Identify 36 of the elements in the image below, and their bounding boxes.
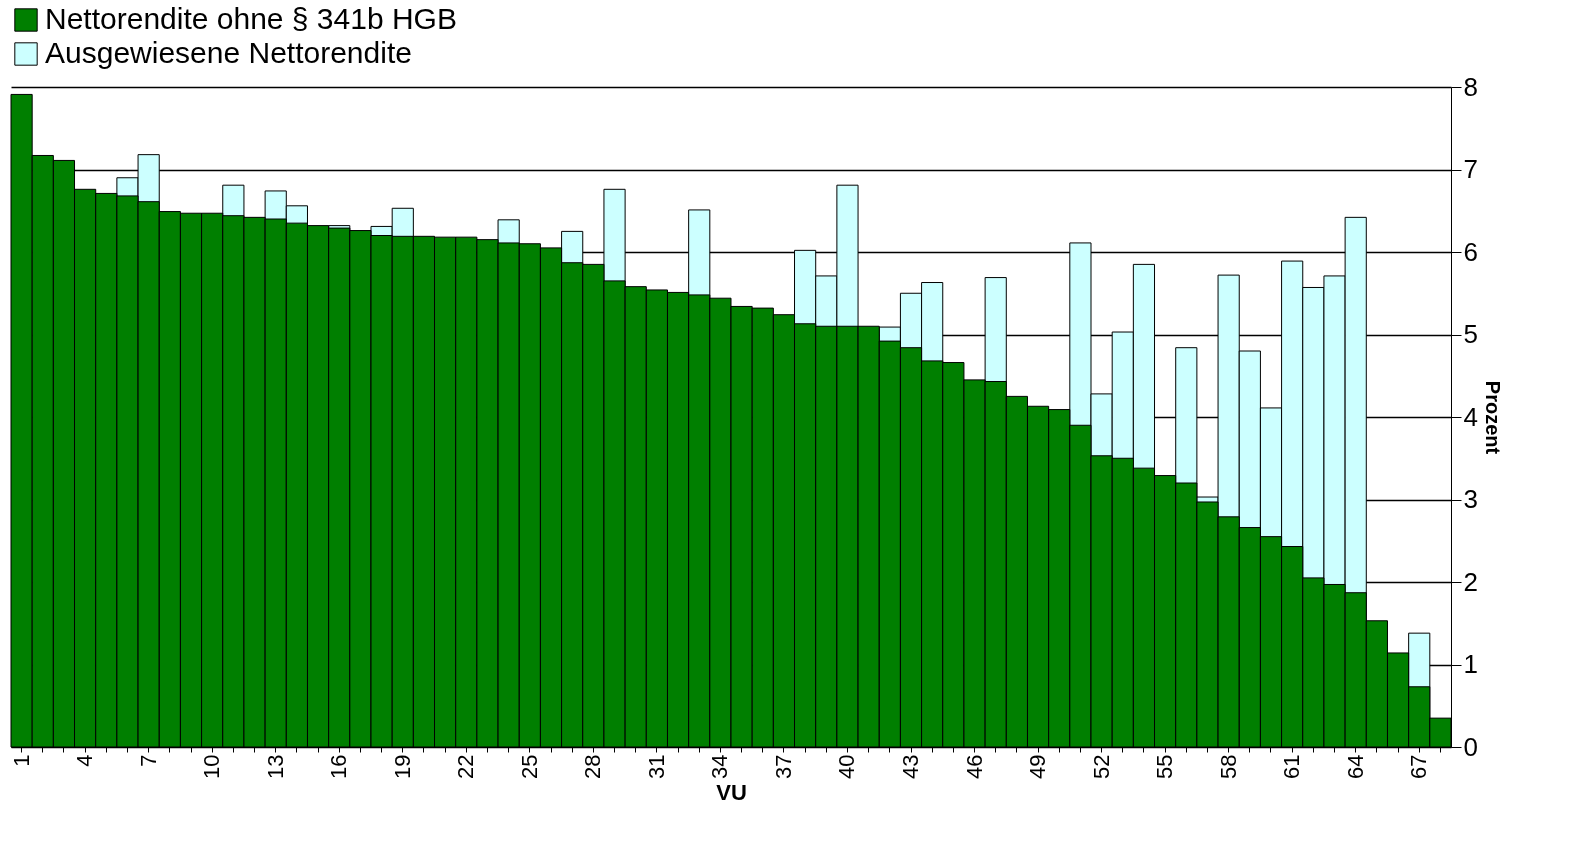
x-tick-label: 58: [1215, 754, 1241, 779]
x-tick-label: 28: [580, 754, 606, 779]
x-tick-label: 22: [453, 754, 479, 779]
x-tick-label: 49: [1025, 754, 1051, 779]
x-tick-label: 31: [643, 754, 669, 779]
x-tick-label: 40: [834, 754, 860, 779]
y-axis-title: Prozent: [1481, 380, 1504, 455]
y-tick-label: 5: [1463, 319, 1478, 349]
y-tick-label: 1: [1463, 649, 1478, 679]
x-tick-label: 13: [262, 754, 288, 779]
x-tick-label: 4: [72, 754, 98, 767]
x-tick-label: 46: [961, 754, 987, 779]
y-tick-label: 7: [1463, 154, 1478, 184]
x-tick-label: 7: [135, 754, 161, 767]
x-tick-label: 16: [326, 754, 352, 779]
x-tick-label: 1: [8, 754, 34, 767]
legend-label: Ausgewiesene Nettorendite: [45, 36, 412, 69]
y-tick-label: 0: [1463, 731, 1478, 762]
x-tick-label: 34: [707, 754, 733, 779]
x-tick-label: 67: [1406, 754, 1432, 779]
legend-label: Nettorendite ohne § 341b HGB: [45, 2, 457, 35]
y-tick-label: 4: [1463, 401, 1478, 432]
x-tick-label: 37: [770, 754, 796, 779]
x-tick-label: 61: [1279, 754, 1305, 779]
x-tick-label: 52: [1088, 754, 1114, 779]
x-tick-label: 43: [898, 754, 923, 779]
x-tick-label: 64: [1342, 754, 1368, 779]
x-tick-label: 10: [199, 754, 225, 779]
x-tick-label: 55: [1152, 754, 1178, 779]
y-tick-label: 2: [1463, 566, 1478, 597]
y-tick-label: 8: [1463, 71, 1478, 102]
x-axis-title: VU: [716, 779, 747, 805]
y-tick-label: 6: [1463, 236, 1478, 267]
y-tick-label: 3: [1463, 484, 1478, 514]
x-tick-label: 19: [389, 754, 415, 779]
x-tick-label: 25: [516, 754, 542, 779]
